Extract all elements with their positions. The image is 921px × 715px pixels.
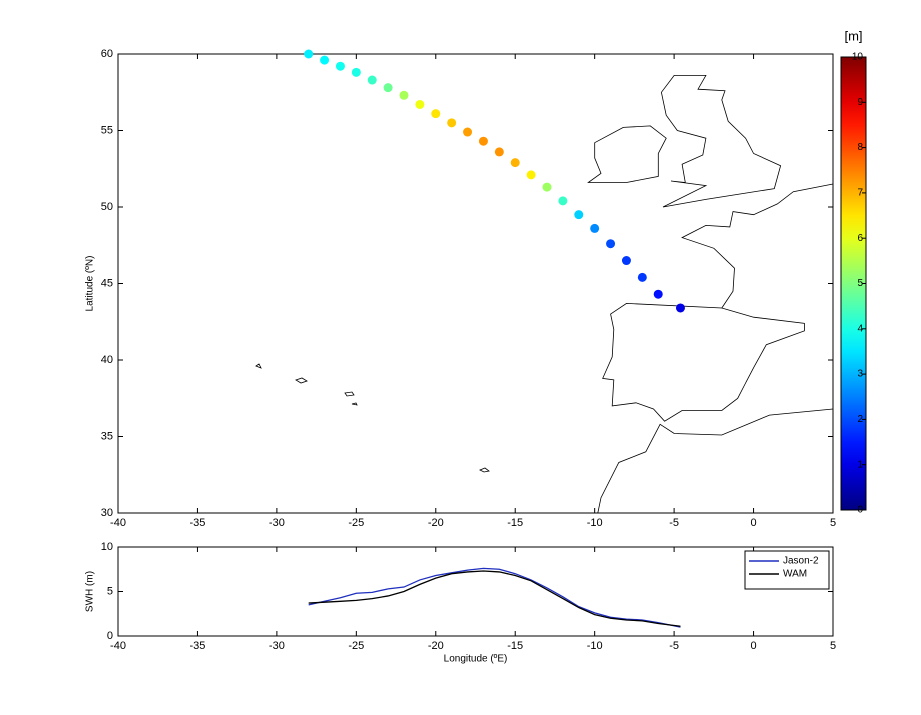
track-point bbox=[542, 182, 552, 192]
y-tick-label: 0 bbox=[107, 630, 113, 642]
track-point bbox=[320, 55, 330, 65]
track-point bbox=[675, 303, 685, 313]
axes-frame bbox=[117, 53, 834, 514]
track-point bbox=[415, 99, 425, 109]
colorbar-tick-label: 0 bbox=[857, 505, 863, 516]
x-tick-label: -15 bbox=[507, 640, 523, 652]
track-point bbox=[367, 75, 377, 85]
x-tick-label: -25 bbox=[348, 517, 364, 529]
colorbar-tick-label: 5 bbox=[857, 278, 863, 289]
axes-frame bbox=[117, 546, 834, 637]
track-point bbox=[653, 289, 663, 299]
x-tick-label: 0 bbox=[750, 640, 756, 652]
y-tick-label: 5 bbox=[107, 585, 113, 597]
y-tick-label: 50 bbox=[101, 201, 113, 213]
y-tick-label: 30 bbox=[101, 507, 113, 519]
colorbar-tick-label: 9 bbox=[857, 97, 863, 108]
y-tick-label: 45 bbox=[101, 277, 113, 289]
x-tick-label: -30 bbox=[269, 517, 285, 529]
plot-layer: -40 -35 -30 -25 -20 -15 -10 -5 0 530354045505560L… bbox=[85, 28, 867, 665]
colorbar-tick-label: 6 bbox=[857, 233, 863, 244]
y-axis-label: SWH (m) bbox=[85, 571, 96, 612]
track-point bbox=[335, 61, 345, 71]
legend-label: WAM bbox=[783, 569, 807, 580]
series-line bbox=[308, 567, 681, 628]
track-point bbox=[558, 196, 568, 206]
series-line bbox=[308, 570, 681, 627]
colorbar-tick-label: 8 bbox=[857, 142, 863, 153]
track-point bbox=[399, 90, 409, 100]
legend-box bbox=[744, 550, 830, 590]
track-point bbox=[431, 109, 441, 119]
y-tick-label: 35 bbox=[101, 430, 113, 442]
track-point bbox=[383, 83, 393, 93]
track-point bbox=[510, 158, 520, 168]
track-point bbox=[351, 67, 361, 77]
colorbar-label: [m] bbox=[844, 28, 862, 43]
coastlines bbox=[255, 75, 834, 514]
legend-label: Jason-2 bbox=[783, 556, 819, 567]
track-point bbox=[606, 239, 616, 249]
y-tick-label: 40 bbox=[101, 354, 113, 366]
colorbar-tick-label: 10 bbox=[852, 52, 864, 63]
ireland-coast bbox=[587, 125, 667, 183]
track-point bbox=[478, 136, 488, 146]
colorbar-tick-label: 4 bbox=[857, 323, 863, 334]
colorbar-tick-label: 1 bbox=[857, 459, 863, 470]
britain-coast bbox=[660, 75, 782, 208]
x-tick-label: -40 bbox=[110, 640, 126, 652]
x-tick-label: -30 bbox=[269, 640, 285, 652]
x-tick-label: -15 bbox=[507, 517, 523, 529]
track-point bbox=[637, 272, 647, 282]
island bbox=[255, 363, 490, 473]
x-tick-label: -10 bbox=[587, 640, 603, 652]
x-tick-label: -25 bbox=[348, 640, 364, 652]
y-tick-label: 10 bbox=[101, 541, 113, 553]
y-tick-label: 55 bbox=[101, 124, 113, 136]
france-coast bbox=[681, 183, 834, 309]
track-point bbox=[526, 170, 536, 180]
x-tick-label: 0 bbox=[750, 517, 756, 529]
africa-coast bbox=[597, 408, 834, 514]
track-point bbox=[463, 127, 473, 137]
x-tick-label: -40 bbox=[110, 517, 126, 529]
x-tick-label: 5 bbox=[830, 640, 836, 652]
track-point bbox=[494, 147, 504, 157]
x-axis-label: Longitude (ºE) bbox=[444, 654, 508, 665]
colorbar-tick-label: 7 bbox=[857, 188, 863, 199]
track-point bbox=[590, 223, 600, 233]
x-tick-label: -5 bbox=[669, 640, 679, 652]
track-point bbox=[621, 256, 631, 266]
x-tick-label: -10 bbox=[587, 517, 603, 529]
iberia-coast bbox=[602, 302, 805, 422]
colorbar-tick-label: 2 bbox=[857, 414, 863, 425]
y-axis-label: Latitude (ºN) bbox=[85, 256, 96, 312]
track-point bbox=[447, 118, 457, 128]
x-tick-label: -20 bbox=[428, 640, 444, 652]
x-tick-label: -5 bbox=[669, 517, 679, 529]
colorbar bbox=[840, 56, 867, 511]
track-point bbox=[304, 49, 314, 59]
y-tick-label: 60 bbox=[101, 48, 113, 60]
x-tick-label: -35 bbox=[189, 517, 205, 529]
track-point bbox=[574, 210, 584, 220]
x-tick-label: 5 bbox=[830, 517, 836, 529]
colorbar-tick-label: 3 bbox=[857, 369, 863, 380]
x-tick-label: -35 bbox=[189, 640, 205, 652]
x-tick-label: -20 bbox=[428, 517, 444, 529]
